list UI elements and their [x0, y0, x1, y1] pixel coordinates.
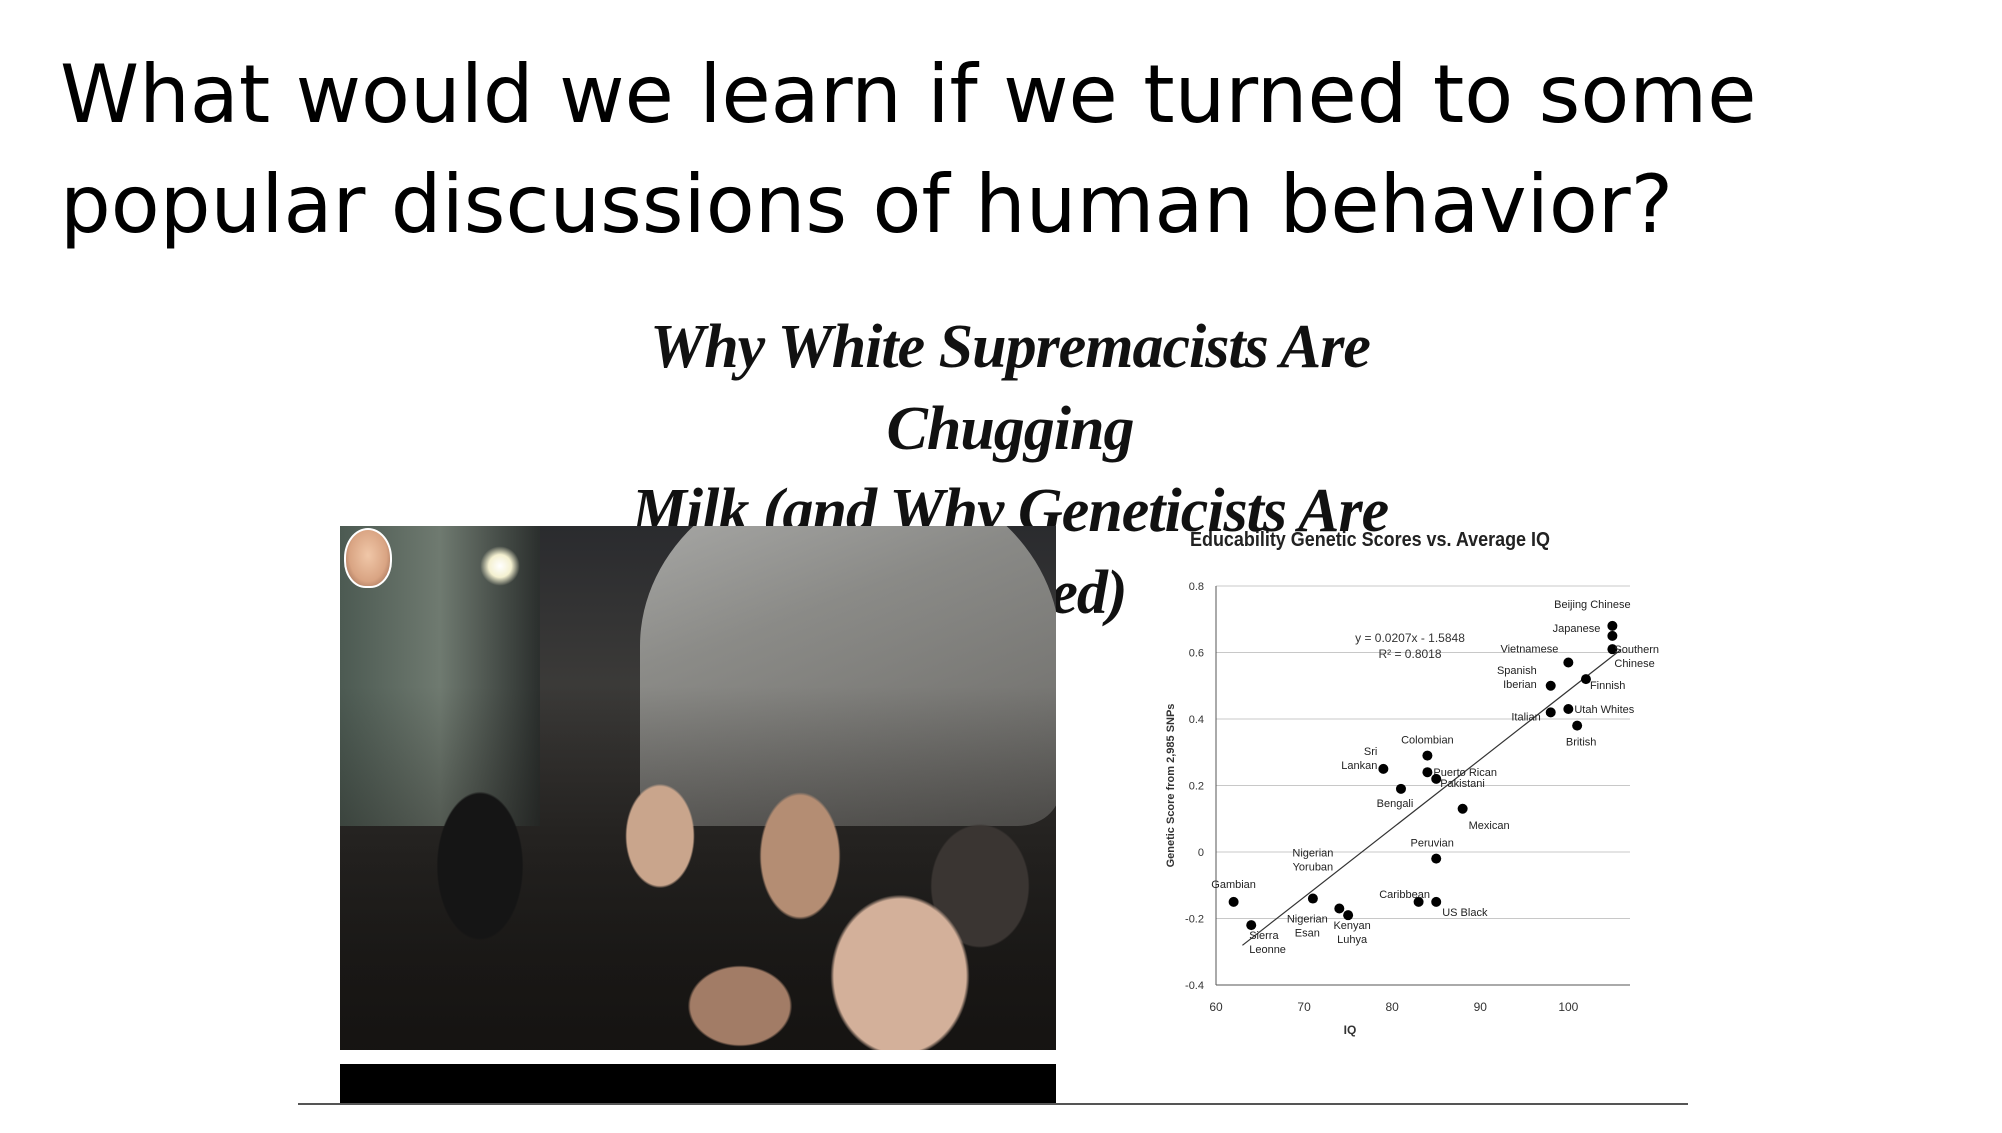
- video-control-bar[interactable]: [340, 1064, 1056, 1104]
- point-label: Bengali: [1377, 798, 1414, 810]
- slide-title: What would we learn if we turned to some…: [60, 48, 1757, 251]
- horizontal-divider: [298, 1103, 1688, 1105]
- point-label: Kenyan: [1333, 920, 1370, 932]
- scatter-chart: Educability Genetic Scores vs. Average I…: [1150, 520, 1670, 1040]
- point-label: Southern: [1614, 644, 1659, 656]
- crowd-scene: [340, 686, 1056, 1050]
- data-point: [1572, 720, 1583, 731]
- y-tick-label: 0.8: [1189, 581, 1204, 593]
- point-label: Nigerian: [1287, 914, 1328, 926]
- point-label: Peruvian: [1411, 838, 1454, 850]
- point-label: Luhya: [1337, 934, 1368, 946]
- trend-r-squared: R² = 0.8018: [1378, 647, 1441, 661]
- point-label: Japanese: [1553, 623, 1601, 635]
- point-label: Iberian: [1503, 679, 1537, 691]
- x-tick-label: 70: [1297, 1000, 1311, 1014]
- x-axis-label: IQ: [1344, 1023, 1357, 1037]
- point-label: Esan: [1295, 928, 1320, 940]
- trendline: [1242, 648, 1622, 946]
- point-label: Beijing Chinese: [1554, 599, 1630, 611]
- x-tick-label: 60: [1209, 1000, 1223, 1014]
- point-label: Chinese: [1614, 658, 1654, 670]
- data-point: [1422, 750, 1433, 761]
- point-label: Leonne: [1249, 944, 1286, 956]
- video-still[interactable]: [340, 526, 1056, 1050]
- point-label: British: [1566, 737, 1597, 749]
- point-label: Vietnamese: [1500, 643, 1558, 655]
- y-tick-label: 0.4: [1189, 714, 1204, 726]
- point-label: Utah Whites: [1574, 704, 1634, 716]
- data-point: [1457, 803, 1468, 814]
- point-label: Caribbean: [1379, 889, 1430, 901]
- x-tick-label: 100: [1558, 1000, 1578, 1014]
- y-tick-label: -0.2: [1185, 914, 1204, 926]
- point-label: Colombian: [1401, 735, 1454, 747]
- point-label: Finnish: [1590, 680, 1625, 692]
- point-label: Italian: [1511, 711, 1540, 723]
- data-point: [1431, 896, 1442, 907]
- data-point: [1246, 920, 1257, 931]
- data-point: [1607, 630, 1618, 641]
- point-label: Nigerian: [1292, 848, 1333, 860]
- data-point: [1343, 910, 1354, 921]
- data-point: [1580, 674, 1591, 685]
- x-tick-label: 80: [1385, 1000, 1399, 1014]
- data-point: [1607, 620, 1618, 631]
- data-point: [1422, 767, 1433, 778]
- y-tick-label: 0.2: [1189, 781, 1204, 793]
- data-point: [1413, 896, 1424, 907]
- y-tick-label: 0: [1198, 847, 1204, 859]
- data-point: [1563, 704, 1574, 715]
- trend-equation: y = 0.0207x - 1.5848: [1355, 631, 1465, 645]
- data-point: [1334, 903, 1345, 914]
- point-label: Sri: [1364, 746, 1377, 758]
- point-label: Puerto Rican: [1433, 767, 1497, 779]
- chart-svg: Educability Genetic Scores vs. Average I…: [1165, 529, 1659, 1037]
- chart-title: Educability Genetic Scores vs. Average I…: [1190, 529, 1550, 551]
- point-label: Lankan: [1341, 760, 1377, 772]
- point-label: Pakistani: [1440, 778, 1485, 790]
- data-point: [1395, 783, 1406, 794]
- face-avatar-icon: [344, 528, 392, 588]
- data-point: [1431, 853, 1442, 864]
- y-tick-label: -0.4: [1185, 980, 1204, 992]
- headline-line-1: Why White Supremacists Are Chugging: [650, 313, 1371, 463]
- data-point: [1545, 707, 1556, 718]
- point-label: Yoruban: [1293, 862, 1334, 874]
- data-point: [1545, 680, 1556, 691]
- data-point: [1563, 657, 1574, 668]
- point-label: Sierra: [1249, 930, 1279, 942]
- data-point: [1228, 896, 1239, 907]
- street-light: [480, 546, 520, 586]
- y-axis-label: Genetic Score from 2,985 SNPs: [1165, 704, 1177, 868]
- point-label: Spanish: [1497, 665, 1537, 677]
- y-tick-label: 0.6: [1189, 648, 1204, 660]
- point-label: US Black: [1442, 907, 1488, 919]
- data-point: [1431, 773, 1442, 784]
- point-label: Mexican: [1469, 820, 1510, 832]
- x-tick-label: 90: [1474, 1000, 1488, 1014]
- data-point: [1607, 644, 1618, 655]
- point-label: Gambian: [1211, 879, 1256, 891]
- data-point: [1307, 893, 1318, 904]
- data-point: [1378, 763, 1389, 774]
